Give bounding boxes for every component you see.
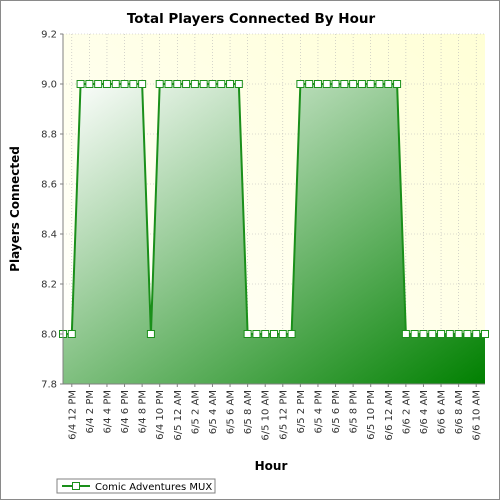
x-tick-label: 6/4 10 PM [155,390,166,440]
data-point [375,80,384,88]
data-point [454,330,463,338]
x-tick-label: 6/5 6 PM [331,390,342,433]
legend-marker-swatch [72,482,80,490]
legend-label: Comic Adventures MUX [95,482,212,493]
data-point [217,80,226,88]
y-tick-label: 9.2 [41,30,57,41]
data-point [419,330,428,338]
data-point [270,330,278,338]
data-point [349,80,358,88]
data-point [261,330,270,338]
x-tick-label: 6/5 12 PM [278,390,289,440]
x-tick-label: 6/5 8 AM [243,390,254,434]
y-tick-label: 8.4 [41,230,57,241]
data-point [428,330,437,338]
data-point [410,330,419,338]
x-tick-label: 6/5 12 AM [173,390,184,441]
x-tick-label: 6/4 4 PM [102,390,113,433]
data-point [463,330,472,338]
data-point [94,80,103,88]
data-point [164,80,173,88]
data-point [146,330,155,338]
data-point [111,80,120,88]
x-tick-label: 6/4 8 PM [138,390,149,433]
data-point [445,330,454,338]
x-tick-label: 6/6 8 AM [454,390,465,434]
plot-area [59,33,489,385]
data-point [401,330,410,338]
data-point [76,80,85,88]
data-point [190,80,199,88]
chart-title: Total Players Connected By Hour [127,11,376,27]
y-tick-label: 8.2 [41,280,57,291]
x-tick-label: 6/5 10 AM [261,390,272,441]
series-area-fill [63,84,485,384]
x-tick-label: 6/5 6 AM [226,390,237,434]
data-point [472,330,481,338]
data-point [129,80,138,88]
data-point [340,80,349,88]
x-axis-ticks: 6/4 12 PM 6/4 2 PM 6/4 4 PM 6/4 6 PM 6/4 8 P… [67,384,483,441]
data-point [173,80,182,88]
data-point [331,80,340,88]
y-axis-ticks: 7.8 8.0 8.2 8.4 8.6 8.8 9.0 9.2 [41,30,63,391]
data-point [278,330,287,338]
x-tick-label: 6/6 12 AM [384,390,395,441]
data-point [102,80,111,88]
x-tick-label: 6/4 2 PM [85,390,96,433]
data-point [313,80,322,88]
data-point [481,330,489,338]
x-tick-label: 6/5 4 AM [208,390,219,434]
legend-box [56,478,216,494]
data-point [226,80,235,88]
data-point [85,80,94,88]
y-tick-label: 8.8 [41,130,57,141]
y-tick-label: 8.6 [41,180,57,191]
data-point [234,80,243,88]
data-point [243,330,252,338]
x-tick-label: 6/6 2 AM [401,390,412,434]
x-axis-label: Hour [255,459,288,473]
y-tick-label: 8.0 [41,330,57,341]
y-tick-label: 7.8 [41,380,57,391]
data-point [252,330,261,338]
data-point [366,80,375,88]
data-point [67,330,76,338]
data-point [437,330,446,338]
x-tick-label: 6/6 4 AM [419,390,430,434]
data-point [393,80,402,88]
data-point [384,80,393,88]
x-tick-label: 6/4 6 PM [120,390,131,433]
series-markers [59,80,489,338]
data-point [305,80,314,88]
data-point [199,80,208,88]
data-point [322,80,331,88]
x-tick-label: 6/5 8 PM [349,390,360,433]
x-tick-label: 6/5 2 AM [190,390,201,434]
x-tick-label: 6/5 10 PM [366,390,377,440]
data-point [287,330,296,338]
x-tick-label: 6/4 12 PM [67,390,78,440]
data-point [155,80,164,88]
data-point [138,80,147,88]
y-tick-label: 9.0 [41,80,57,91]
y-axis-label: Players Connected [8,146,22,272]
x-tick-label: 6/6 6 AM [437,390,448,434]
x-tick-label: 6/5 2 PM [296,390,307,433]
x-tick-label: 6/5 4 PM [313,390,324,433]
data-point [120,80,129,88]
x-tick-label: 6/6 10 AM [472,390,483,441]
legend: Comic Adventures MUX [56,478,216,494]
data-point [182,80,191,88]
data-point [357,80,366,88]
data-point [208,80,217,88]
data-point [296,80,305,88]
